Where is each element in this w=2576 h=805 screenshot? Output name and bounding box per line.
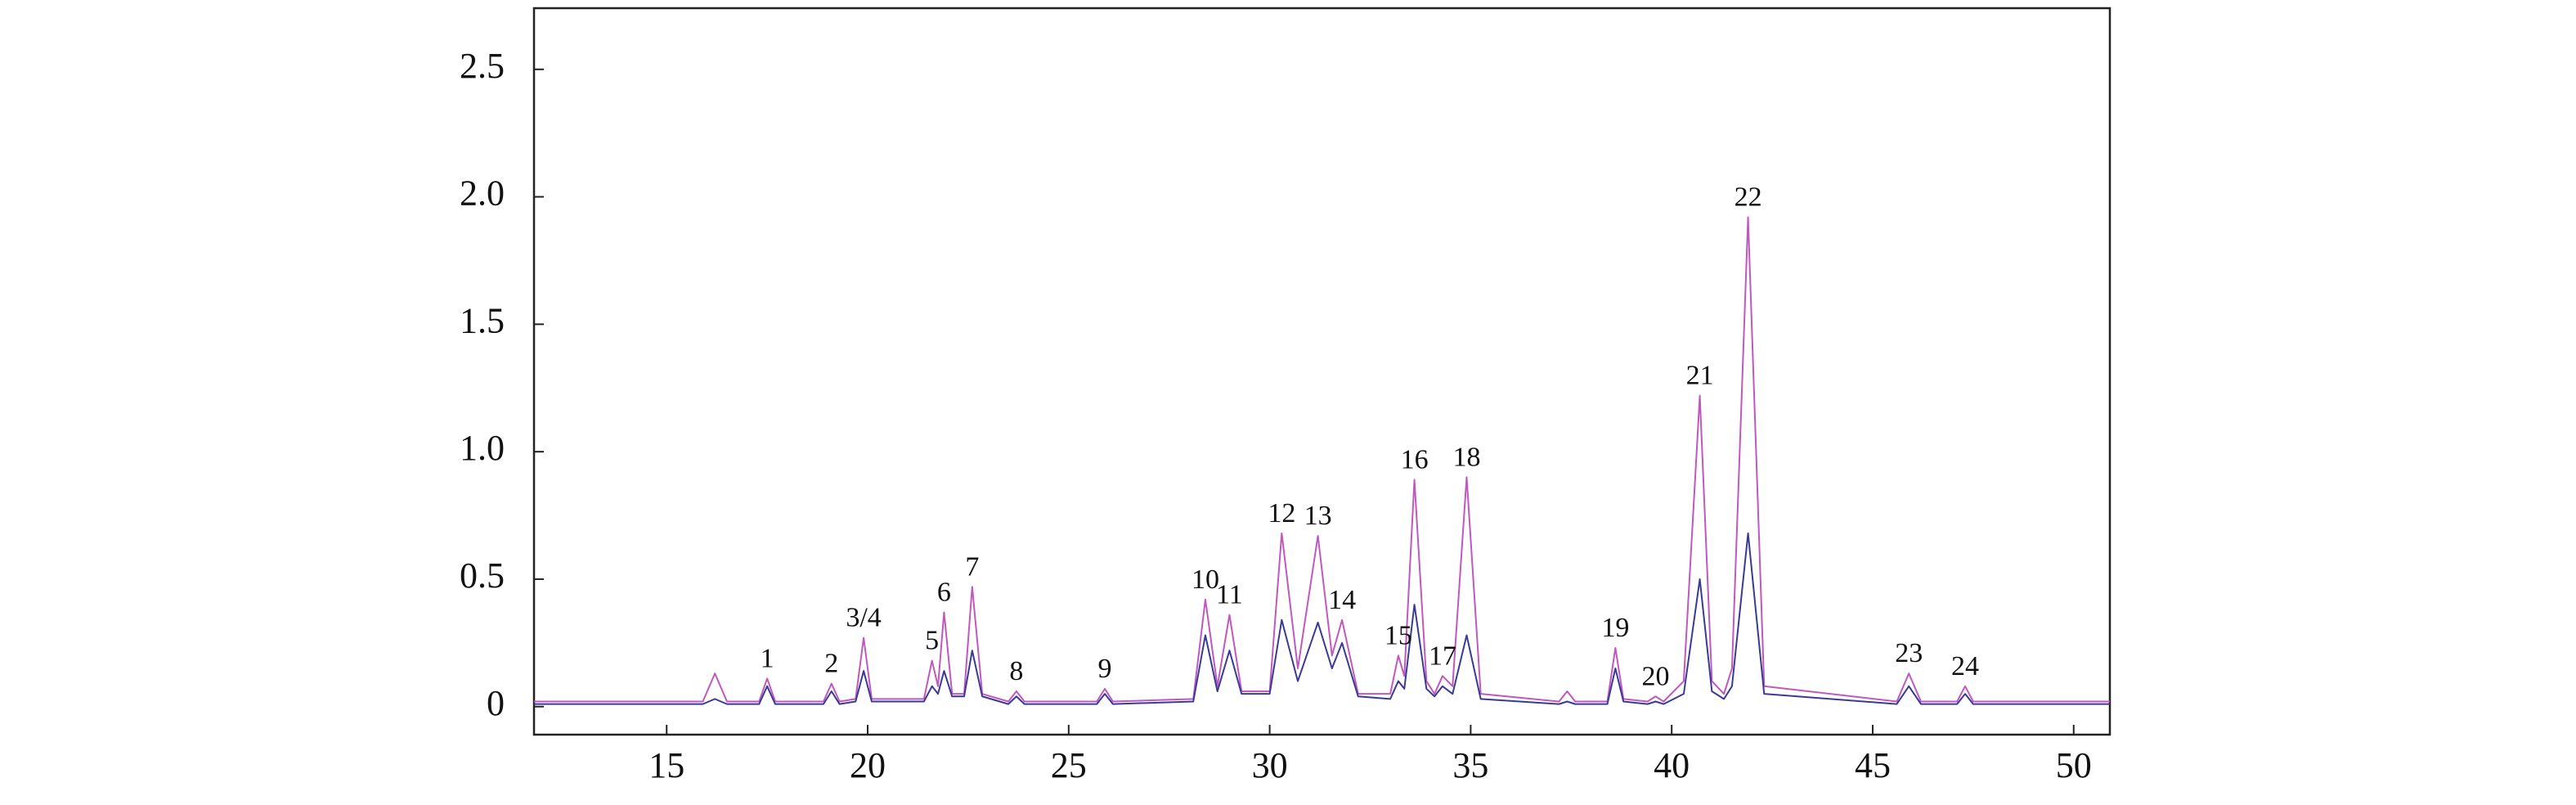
- peak-label: 23: [1895, 638, 1923, 668]
- x-tick-label: 40: [1654, 745, 1690, 785]
- peak-label: 12: [1268, 498, 1295, 528]
- series-line: [534, 216, 2110, 703]
- x-tick-label: 35: [1452, 745, 1488, 785]
- plot-frame: [532, 7, 2112, 736]
- peak-label: 2: [824, 649, 838, 679]
- x-tick-label: 25: [1051, 745, 1087, 785]
- peak-label: 14: [1328, 585, 1356, 615]
- peak-label: 6: [937, 577, 951, 607]
- y-tick-label: 0.5: [460, 555, 505, 596]
- peak-label: 10: [1192, 564, 1219, 595]
- x-tick-label: 15: [648, 745, 684, 785]
- peak-label: 5: [925, 626, 939, 656]
- y-tick-label: 1.5: [460, 300, 505, 340]
- y-tick-label: 0: [487, 683, 505, 723]
- peak-label: 21: [1686, 361, 1714, 391]
- series-line: [534, 532, 2110, 705]
- peak-label: 19: [1601, 613, 1629, 643]
- peak-label: 20: [1642, 661, 1670, 691]
- peak-label: 11: [1216, 580, 1243, 610]
- x-tick-label: 45: [1855, 745, 1891, 785]
- x-tick-label: 50: [2056, 745, 2092, 785]
- peak-label: 3/4: [846, 603, 881, 633]
- peak-label: 16: [1401, 444, 1429, 474]
- peak-label: 17: [1429, 641, 1456, 671]
- peak-label: 8: [1009, 656, 1023, 686]
- x-tick-label: 30: [1252, 745, 1288, 785]
- x-tick-label: 20: [850, 745, 886, 785]
- peak-label: 22: [1735, 182, 1762, 212]
- peak-label: 24: [1951, 651, 1979, 681]
- peak-label: 7: [965, 551, 979, 582]
- y-tick-label: 2.5: [460, 46, 505, 86]
- peak-label: 13: [1304, 501, 1332, 531]
- peak-label: 1: [761, 643, 774, 673]
- peak-label: 9: [1098, 654, 1112, 684]
- y-tick-label: 1.0: [460, 428, 505, 468]
- y-tick-label: 2.0: [460, 173, 505, 214]
- peak-label: 15: [1384, 620, 1412, 650]
- peak-label: 18: [1452, 442, 1480, 472]
